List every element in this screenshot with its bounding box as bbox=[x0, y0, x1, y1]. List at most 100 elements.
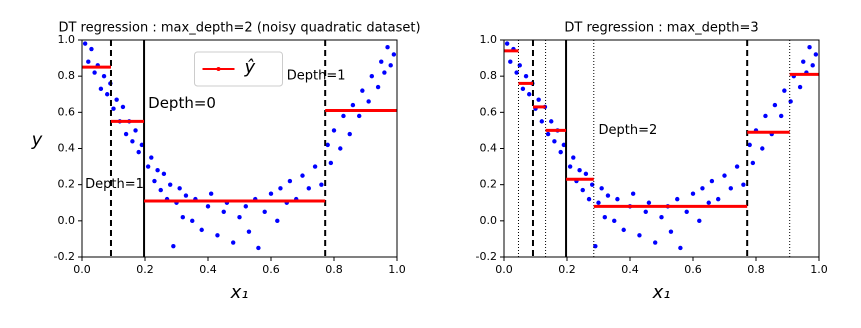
data-point bbox=[697, 218, 702, 224]
data-point bbox=[171, 243, 176, 249]
data-point bbox=[813, 52, 819, 57]
data-point bbox=[728, 186, 733, 191]
data-point bbox=[360, 88, 365, 93]
x-tick-label: 0.0 bbox=[495, 263, 513, 276]
data-point bbox=[120, 104, 126, 110]
data-point bbox=[621, 227, 626, 233]
data-point bbox=[602, 215, 607, 220]
data-point bbox=[155, 168, 160, 173]
x-tick-label: 0.2 bbox=[136, 263, 154, 276]
x-tick-label: 0.2 bbox=[558, 263, 576, 276]
data-point bbox=[114, 97, 119, 102]
y-tick-label: 0.8 bbox=[480, 69, 498, 82]
data-point bbox=[168, 182, 173, 187]
data-point bbox=[300, 173, 305, 178]
x-tick-label: 0.8 bbox=[325, 263, 343, 276]
y-tick-label: 0.2 bbox=[480, 178, 498, 191]
data-point bbox=[763, 113, 768, 119]
data-point bbox=[590, 182, 595, 187]
data-point bbox=[615, 196, 620, 202]
data-point bbox=[145, 164, 151, 169]
data-point bbox=[514, 70, 519, 75]
x-tick-label: 0.4 bbox=[621, 263, 639, 276]
data-point bbox=[675, 196, 680, 202]
data-point bbox=[539, 119, 544, 124]
x-axis-label: x₁ bbox=[230, 282, 249, 303]
data-point bbox=[706, 200, 711, 205]
data-point bbox=[152, 178, 157, 184]
data-point bbox=[690, 191, 696, 196]
data-point bbox=[357, 113, 362, 119]
data-point bbox=[797, 84, 803, 90]
data-point bbox=[237, 215, 242, 220]
data-point bbox=[149, 155, 154, 160]
data-point bbox=[341, 113, 346, 119]
y-tick-label: -0.2 bbox=[54, 250, 75, 263]
data-point bbox=[262, 209, 267, 214]
data-point bbox=[801, 59, 806, 64]
data-point bbox=[287, 178, 293, 184]
data-point bbox=[243, 204, 248, 209]
data-point bbox=[375, 84, 381, 90]
y-tick-label: 0.4 bbox=[58, 142, 76, 155]
data-point bbox=[388, 63, 393, 68]
data-point bbox=[391, 52, 397, 57]
data-point bbox=[190, 218, 195, 224]
data-point bbox=[709, 178, 715, 184]
data-point bbox=[312, 164, 318, 169]
data-point bbox=[810, 63, 815, 68]
data-point bbox=[678, 245, 683, 251]
data-point bbox=[567, 164, 573, 169]
data-point bbox=[275, 218, 280, 224]
y-tick-label: 0.0 bbox=[58, 214, 76, 227]
data-point bbox=[111, 106, 116, 111]
legend-box bbox=[194, 51, 283, 87]
data-point bbox=[561, 142, 567, 148]
data-point bbox=[552, 139, 557, 144]
data-point bbox=[328, 160, 334, 166]
data-point bbox=[716, 196, 721, 202]
data-point bbox=[105, 92, 110, 97]
data-point bbox=[369, 73, 374, 79]
data-point bbox=[385, 45, 390, 50]
plot-frame bbox=[81, 39, 398, 258]
data-point bbox=[180, 215, 185, 220]
data-point bbox=[130, 139, 135, 144]
data-point bbox=[571, 155, 576, 160]
data-point bbox=[508, 59, 513, 64]
panel: DT regression : max_depth=2 (noisy quadr… bbox=[31, 21, 421, 304]
data-point bbox=[527, 92, 532, 97]
data-point bbox=[382, 70, 387, 75]
x-tick-label: 0.8 bbox=[747, 263, 765, 276]
data-point bbox=[536, 97, 541, 102]
data-point bbox=[161, 171, 167, 177]
data-point bbox=[684, 209, 689, 214]
y-tick-label: 0.4 bbox=[480, 142, 498, 155]
data-point bbox=[205, 204, 211, 209]
panel: DT regression : max_depth=3 0.0 0.2 0.4 0.6 0… bbox=[476, 21, 828, 304]
x-axis-label: x₁ bbox=[652, 282, 671, 303]
data-point bbox=[599, 186, 604, 191]
data-point bbox=[653, 240, 658, 245]
data-point bbox=[630, 191, 636, 196]
data-point bbox=[549, 119, 554, 124]
data-point bbox=[722, 173, 727, 178]
x-tick-label: 0.6 bbox=[684, 263, 702, 276]
y-tick-label: 1.0 bbox=[480, 33, 498, 46]
data-point bbox=[779, 113, 784, 119]
data-point bbox=[379, 59, 384, 64]
data-point bbox=[583, 171, 589, 177]
annotation: Depth=0 bbox=[148, 94, 216, 112]
data-point bbox=[158, 187, 163, 193]
y-tick-label: 0.6 bbox=[58, 105, 76, 118]
data-point bbox=[586, 196, 592, 202]
data-point bbox=[139, 142, 145, 148]
chart-title: DT regression : max_depth=3 bbox=[564, 21, 758, 36]
data-point bbox=[133, 128, 138, 133]
data-point bbox=[208, 191, 214, 196]
x-tick-label: 1.0 bbox=[810, 263, 828, 276]
data-point bbox=[668, 229, 674, 234]
x-tick-label: 0.0 bbox=[73, 263, 91, 276]
y-tick-label: 1.0 bbox=[58, 33, 76, 46]
